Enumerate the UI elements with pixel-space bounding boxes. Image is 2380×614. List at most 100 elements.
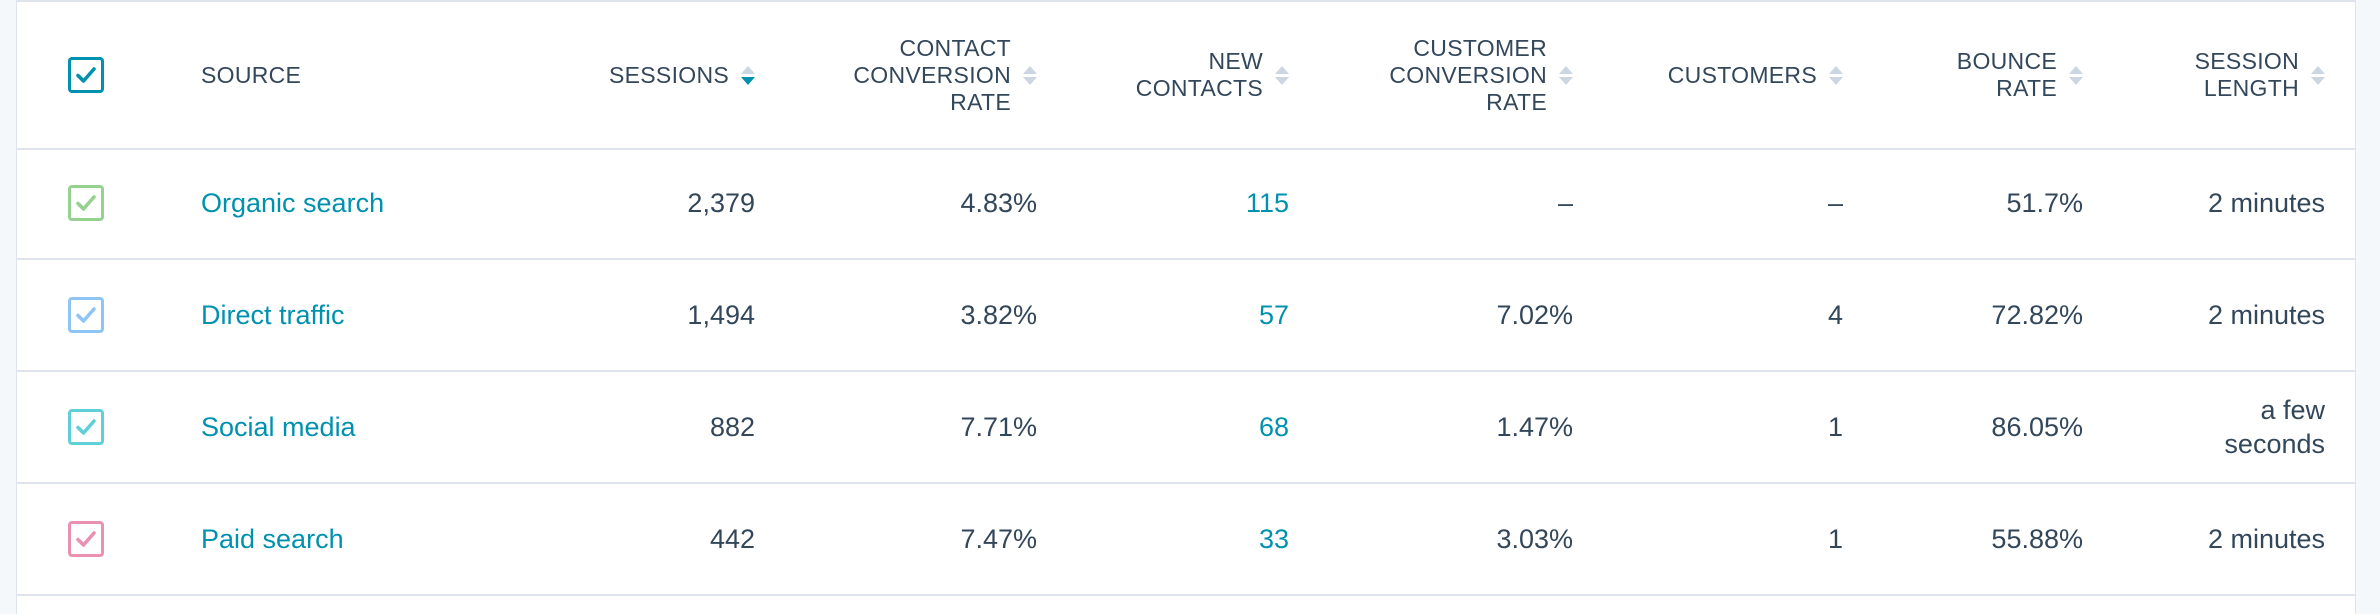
bounce-rate-value: 86.05% — [1991, 412, 2083, 442]
checkmark-icon — [76, 67, 96, 83]
contact-conversion-rate-cell: 7.47% — [777, 484, 1037, 594]
row-checkbox[interactable] — [68, 409, 104, 445]
customers-value: 1 — [1827, 412, 1843, 442]
sort-icon[interactable] — [1023, 65, 1037, 85]
customer-conversion-rate-cell: 3.03% — [1307, 484, 1573, 594]
header-customers[interactable]: CUSTOMERS — [1597, 2, 1843, 148]
new-contacts-cell: 68 — [1057, 372, 1289, 482]
header-customers-label: CUSTOMERS — [1667, 61, 1817, 88]
customers-cell: 4 — [1597, 260, 1843, 370]
customer-conversion-rate-cell: 1.47% — [1307, 372, 1573, 482]
source-cell: Paid search — [201, 484, 581, 594]
customers-value: 4 — [1827, 300, 1843, 330]
row-checkbox-cell — [63, 260, 109, 370]
row-checkbox[interactable] — [68, 521, 104, 557]
sessions-value: 442 — [709, 524, 755, 554]
customers-cell: – — [1597, 148, 1843, 258]
session-length-cell: 2 minutes — [2103, 484, 2325, 594]
header-new-contacts[interactable]: NEW CONTACTS — [1057, 2, 1289, 148]
bounce-rate-value: 55.88% — [1991, 524, 2083, 554]
source-cell: Direct traffic — [201, 260, 581, 370]
contact-conversion-rate-value: 7.71% — [960, 412, 1037, 442]
sort-icon[interactable] — [2311, 65, 2325, 85]
select-all-checkbox[interactable] — [68, 57, 104, 93]
contact-conversion-rate-value: 3.82% — [960, 300, 1037, 330]
sessions-value: 882 — [709, 412, 755, 442]
source-link[interactable]: Organic search — [201, 188, 385, 218]
session-length-value: a few seconds — [2224, 395, 2325, 459]
session-length-cell: a few seconds — [2103, 372, 2325, 482]
customer-conversion-rate-value: 1.47% — [1496, 412, 1573, 442]
session-length-cell: 2 minutes — [2103, 148, 2325, 258]
table-row: Direct traffic 1,494 3.82% 57 7.02% 4 72… — [17, 260, 2355, 372]
new-contacts-cell: 33 — [1057, 484, 1289, 594]
source-report-table: SOURCE SESSIONS CONTACT CONVERSION RATE — [16, 0, 2356, 614]
bounce-rate-value: 72.82% — [1991, 300, 2083, 330]
header-bounce-rate[interactable]: BOUNCE RATE — [1863, 2, 2083, 148]
sessions-value: 1,494 — [687, 300, 755, 330]
header-new-contacts-label: NEW CONTACTS — [1135, 48, 1263, 101]
bounce-rate-cell: 72.82% — [1863, 260, 2083, 370]
header-bounce-rate-label: BOUNCE RATE — [1956, 48, 2057, 101]
table-row: Social media 882 7.71% 68 1.47% 1 86.05%… — [17, 372, 2355, 484]
contact-conversion-rate-value: 7.47% — [960, 524, 1037, 554]
customer-conversion-rate-cell: – — [1307, 148, 1573, 258]
checkmark-icon — [76, 307, 96, 323]
customer-conversion-rate-value: 7.02% — [1496, 300, 1573, 330]
customer-conversion-rate-value: 3.03% — [1496, 524, 1573, 554]
new-contacts-link[interactable]: 115 — [1245, 188, 1289, 218]
session-length-value: 2 minutes — [2207, 524, 2325, 554]
table-row: Organic search 2,379 4.83% 115 – – 51.7%… — [17, 148, 2355, 260]
customer-conversion-rate-value: – — [1557, 188, 1573, 218]
row-checkbox-cell — [63, 372, 109, 482]
customers-value: – — [1827, 188, 1843, 218]
contact-conversion-rate-value: 4.83% — [960, 188, 1037, 218]
sort-icon[interactable] — [2069, 65, 2083, 85]
source-link[interactable]: Paid search — [201, 524, 344, 554]
bounce-rate-value: 51.7% — [2006, 188, 2083, 218]
row-checkbox[interactable] — [68, 185, 104, 221]
new-contacts-link[interactable]: 33 — [1258, 524, 1289, 554]
table-row: Paid search 442 7.47% 33 3.03% 1 55.88% … — [17, 484, 2355, 596]
source-link[interactable]: Social media — [201, 412, 356, 442]
sort-icon[interactable] — [1275, 65, 1289, 85]
bounce-rate-cell: 86.05% — [1863, 372, 2083, 482]
header-source[interactable]: SOURCE — [201, 2, 581, 148]
header-customer-conversion-rate-label: CUSTOMER CONVERSION RATE — [1389, 34, 1547, 115]
sort-icon[interactable] — [1829, 65, 1843, 85]
contact-conversion-rate-cell: 4.83% — [777, 148, 1037, 258]
contact-conversion-rate-cell: 7.71% — [777, 372, 1037, 482]
header-session-length[interactable]: SESSION LENGTH — [2103, 2, 2325, 148]
customers-cell: 1 — [1597, 372, 1843, 482]
header-customer-conversion-rate[interactable]: CUSTOMER CONVERSION RATE — [1307, 2, 1573, 148]
checkmark-icon — [76, 531, 96, 547]
header-source-label: SOURCE — [201, 61, 302, 88]
sessions-value: 2,379 — [687, 188, 755, 218]
bounce-rate-cell: 51.7% — [1863, 148, 2083, 258]
sort-descending-icon[interactable] — [741, 65, 755, 85]
new-contacts-cell: 115 — [1057, 148, 1289, 258]
row-checkbox[interactable] — [68, 297, 104, 333]
header-session-length-label: SESSION LENGTH — [2194, 48, 2299, 101]
header-sessions[interactable]: SESSIONS — [537, 2, 755, 148]
source-cell: Organic search — [201, 148, 581, 258]
checkmark-icon — [76, 195, 96, 211]
source-cell: Social media — [201, 372, 581, 482]
table-header-row: SOURCE SESSIONS CONTACT CONVERSION RATE — [17, 0, 2355, 150]
sessions-cell: 2,379 — [537, 148, 755, 258]
new-contacts-link[interactable]: 57 — [1258, 300, 1289, 330]
row-checkbox-cell — [63, 484, 109, 594]
customers-cell: 1 — [1597, 484, 1843, 594]
session-length-value: 2 minutes — [2207, 188, 2325, 218]
sessions-cell: 882 — [537, 372, 755, 482]
sessions-cell: 1,494 — [537, 260, 755, 370]
header-contact-conversion-rate[interactable]: CONTACT CONVERSION RATE — [777, 2, 1037, 148]
sessions-cell: 442 — [537, 484, 755, 594]
new-contacts-link[interactable]: 68 — [1258, 412, 1289, 442]
sort-icon[interactable] — [1559, 65, 1573, 85]
row-checkbox-cell — [63, 148, 109, 258]
source-link[interactable]: Direct traffic — [201, 300, 345, 330]
header-contact-conversion-rate-label: CONTACT CONVERSION RATE — [853, 34, 1011, 115]
contact-conversion-rate-cell: 3.82% — [777, 260, 1037, 370]
customers-value: 1 — [1827, 524, 1843, 554]
